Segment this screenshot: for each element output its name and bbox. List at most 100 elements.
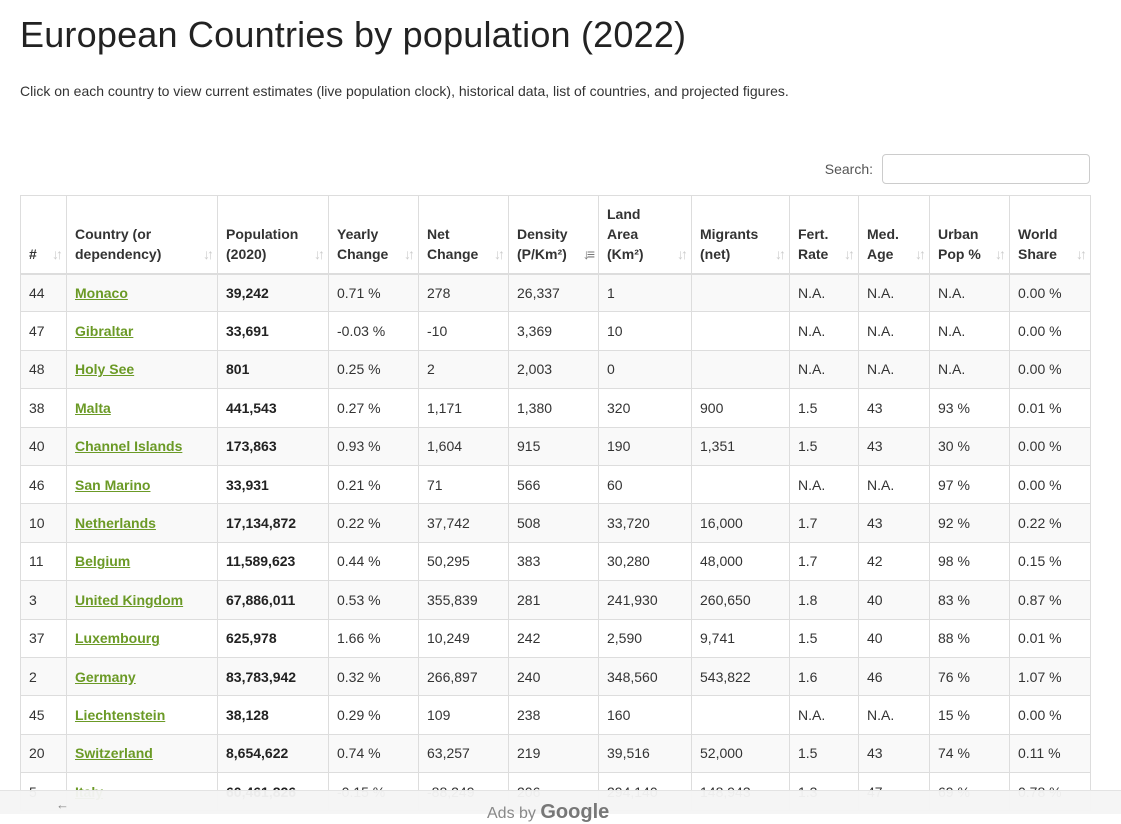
table-cell: 278 (418, 272, 509, 313)
country-link[interactable]: Belgium (75, 553, 131, 570)
column-header[interactable]: Med. Age ↓↑ (858, 195, 930, 275)
table-cell: 33,931 (217, 464, 329, 505)
table-cell: 33,691 (217, 311, 329, 351)
table-cell: 9,741 (691, 618, 790, 658)
column-header-label: Urban Pop % (938, 225, 981, 262)
column-header[interactable]: Density (P/Km²) ↓≡ (508, 195, 599, 275)
table-cell: 1.8 (789, 580, 859, 620)
country-link[interactable]: Switzerland (75, 745, 153, 762)
table-cell: 1.5 (789, 426, 859, 466)
table-cell: 37,742 (418, 503, 509, 543)
table-cell: 0.87 % (1009, 580, 1091, 620)
table-row: 20 Switzerland 8,654,622 0.74 % 63,257 219 39,… (20, 733, 1091, 774)
table-cell: 0.01 % (1009, 618, 1091, 658)
table-cell: N.A. (789, 464, 859, 505)
column-header[interactable]: Country (or dependency) ↓↑ (66, 195, 218, 275)
country-link[interactable]: Monaco (75, 284, 128, 301)
column-header[interactable]: Land Area (Km²) ↓↑ (598, 195, 692, 275)
table-row: 3 United Kingdom 67,886,011 0.53 % 355,839 28… (20, 580, 1091, 620)
table-cell: 97 % (929, 464, 1010, 505)
back-arrow-icon[interactable]: ← (56, 797, 69, 812)
country-link[interactable]: Malta (75, 399, 111, 416)
table-cell: 38 (20, 388, 67, 428)
table-cell: United Kingdom (66, 580, 218, 620)
table-body: 44 Monaco 39,242 0.71 % 278 26,337 1 N.A. N.A. N.… (20, 272, 1091, 812)
table-cell: -0.03 % (328, 311, 419, 351)
sort-icon[interactable]: ↓↑ (494, 245, 505, 262)
column-header-label: # (29, 245, 37, 262)
country-link[interactable]: Liechtenstein (75, 706, 166, 723)
sort-icon[interactable]: ↓↑ (1076, 245, 1087, 262)
sort-desc-icon[interactable]: ↓≡ (582, 245, 595, 262)
table-cell: 109 (418, 695, 509, 735)
table-cell: 625,978 (217, 618, 329, 658)
table-cell: 0.27 % (328, 388, 419, 428)
table-cell: 43 (858, 388, 930, 428)
table-cell: 83,783,942 (217, 656, 329, 697)
column-header-label: Country (or dependency) (75, 225, 162, 262)
table-cell: 0.15 % (1009, 541, 1091, 582)
table-cell: 98 % (929, 541, 1010, 582)
sort-icon[interactable]: ↓↑ (995, 245, 1006, 262)
table-cell: 0.53 % (328, 580, 419, 620)
country-link[interactable]: Luxembourg (75, 630, 160, 647)
table-cell: 42 (858, 541, 930, 582)
sort-icon[interactable]: ↓↑ (404, 245, 415, 262)
sort-icon[interactable]: ↓↑ (677, 245, 688, 262)
sort-icon[interactable]: ↓↑ (203, 245, 214, 262)
column-header[interactable]: Migrants (net) ↓↑ (691, 195, 790, 275)
table-cell: 3 (20, 580, 67, 620)
table-cell (691, 349, 790, 390)
table-cell: 39,516 (598, 733, 692, 774)
table-cell: 266,897 (418, 656, 509, 697)
country-link[interactable]: San Marino (75, 476, 151, 493)
search-input[interactable] (882, 154, 1090, 184)
country-link[interactable]: Netherlands (75, 515, 156, 532)
column-header[interactable]: Net Change ↓↑ (418, 195, 509, 275)
column-header[interactable]: # ↓↑ (20, 195, 67, 275)
table-cell: 0.00 % (1009, 349, 1091, 390)
country-link[interactable]: Holy See (75, 361, 135, 378)
table-cell: Channel Islands (66, 426, 218, 466)
table-cell: 48,000 (691, 541, 790, 582)
table-cell: 1,380 (508, 388, 599, 428)
table-cell: 40 (858, 580, 930, 620)
table-cell: 1.07 % (1009, 656, 1091, 697)
table-cell: 40 (20, 426, 67, 466)
table-cell: Liechtenstein (66, 695, 218, 735)
table-cell: 2 (20, 656, 67, 697)
column-header[interactable]: Yearly Change ↓↑ (328, 195, 419, 275)
country-link[interactable]: United Kingdom (75, 591, 184, 608)
column-header[interactable]: Urban Pop % ↓↑ (929, 195, 1010, 275)
sort-icon[interactable]: ↓↑ (775, 245, 786, 262)
country-link[interactable]: Channel Islands (75, 438, 183, 455)
table-cell (691, 311, 790, 351)
country-link[interactable]: Germany (75, 668, 136, 685)
table-row: 11 Belgium 11,589,623 0.44 % 50,295 383 30,280… (20, 541, 1091, 582)
intro-text: Click on each country to view current es… (20, 83, 789, 99)
table-cell: 52,000 (691, 733, 790, 774)
table-cell: 8,654,622 (217, 733, 329, 774)
table-cell: 0.32 % (328, 656, 419, 697)
sort-icon[interactable]: ↓↑ (844, 245, 855, 262)
column-header[interactable]: World Share ↓↑ (1009, 195, 1091, 275)
table-cell: 543,822 (691, 656, 790, 697)
sort-icon[interactable]: ↓↑ (915, 245, 926, 262)
country-link[interactable]: Gibraltar (75, 323, 134, 340)
table-cell: 2,590 (598, 618, 692, 658)
table-cell: 17,134,872 (217, 503, 329, 543)
ad-bar: ← Ads by Google (0, 790, 1121, 823)
table-cell: Gibraltar (66, 311, 218, 351)
column-header[interactable]: Fert. Rate ↓↑ (789, 195, 859, 275)
table-cell: 0.00 % (1009, 695, 1091, 735)
sort-icon[interactable]: ↓↑ (314, 245, 325, 262)
table-cell: 281 (508, 580, 599, 620)
table-cell: Malta (66, 388, 218, 428)
table-cell: San Marino (66, 464, 218, 505)
table-cell: 38,128 (217, 695, 329, 735)
sort-icon[interactable]: ↓↑ (52, 245, 63, 262)
table-row: 44 Monaco 39,242 0.71 % 278 26,337 1 N.A. N.A. N.… (20, 272, 1091, 313)
table-cell: 173,863 (217, 426, 329, 466)
table-cell: N.A. (858, 272, 930, 313)
column-header[interactable]: Population (2020) ↓↑ (217, 195, 329, 275)
